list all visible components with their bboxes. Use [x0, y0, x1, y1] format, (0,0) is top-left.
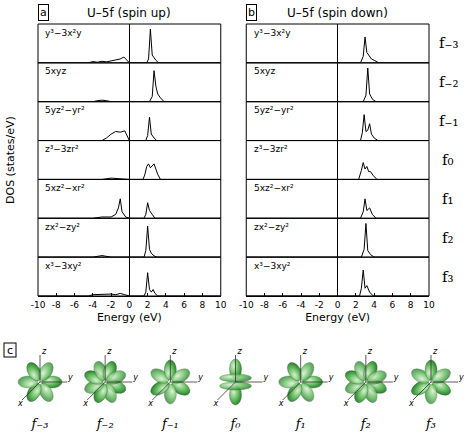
svg-text:f₃: f₃ — [425, 416, 436, 431]
svg-text:-4: -4 — [297, 300, 306, 310]
svg-text:y: y — [67, 373, 73, 382]
svg-text:4: 4 — [371, 300, 377, 310]
svg-text:f₂: f₂ — [442, 229, 454, 247]
svg-text:z: z — [237, 347, 243, 356]
svg-text:-6: -6 — [278, 300, 287, 310]
svg-text:5yz²−yr²: 5yz²−yr² — [45, 105, 85, 115]
svg-text:y: y — [197, 373, 203, 382]
svg-text:f₃: f₃ — [442, 268, 454, 286]
svg-text:y: y — [458, 373, 464, 382]
svg-text:zx²−zy²: zx²−zy² — [254, 222, 289, 232]
svg-text:f₋₃: f₋₃ — [439, 34, 458, 52]
svg-text:Energy (eV): Energy (eV) — [305, 311, 370, 324]
svg-text:U–5f (spin up): U–5f (spin up) — [87, 6, 171, 20]
svg-text:z: z — [432, 347, 438, 356]
svg-text:-10: -10 — [239, 300, 254, 310]
svg-text:-2: -2 — [107, 300, 116, 310]
svg-text:z: z — [41, 347, 47, 356]
svg-text:6: 6 — [181, 300, 187, 310]
svg-text:8: 8 — [200, 300, 206, 310]
svg-text:x³−3xy²: x³−3xy² — [254, 261, 291, 271]
svg-text:-2: -2 — [315, 300, 324, 310]
svg-text:-10: -10 — [31, 300, 46, 310]
svg-text:x: x — [408, 399, 414, 408]
svg-text:f₁: f₁ — [442, 190, 454, 208]
svg-text:z: z — [302, 347, 308, 356]
svg-text:z: z — [367, 347, 373, 356]
svg-text:f₋₁: f₋₁ — [439, 112, 458, 130]
svg-text:x: x — [82, 399, 88, 408]
svg-text:y: y — [393, 373, 399, 382]
svg-text:y³−3x²y: y³−3x²y — [45, 28, 82, 38]
svg-text:f₂: f₂ — [360, 416, 371, 431]
svg-text:10: 10 — [423, 300, 435, 310]
svg-text:x: x — [278, 399, 284, 408]
svg-text:f₋₁: f₋₁ — [161, 416, 179, 431]
svg-text:5xz²−xr²: 5xz²−xr² — [45, 183, 85, 193]
svg-text:a: a — [40, 6, 47, 19]
svg-text:zx²−zy²: zx²−zy² — [45, 222, 80, 232]
svg-text:6: 6 — [390, 300, 396, 310]
svg-text:DOS (states/eV): DOS (states/eV) — [4, 116, 17, 204]
svg-text:8: 8 — [408, 300, 414, 310]
svg-text:5xyz: 5xyz — [254, 66, 275, 76]
svg-text:U–5f (spin down): U–5f (spin down) — [287, 6, 388, 20]
svg-text:x: x — [343, 399, 349, 408]
svg-text:y: y — [263, 373, 269, 382]
svg-text:-8: -8 — [52, 300, 61, 310]
svg-text:y³−3x²y: y³−3x²y — [254, 28, 291, 38]
svg-text:x: x — [213, 399, 219, 408]
svg-text:0: 0 — [335, 300, 341, 310]
svg-text:f₋₂: f₋₂ — [96, 416, 114, 431]
svg-text:z: z — [171, 347, 177, 356]
svg-text:4: 4 — [163, 300, 169, 310]
svg-text:10: 10 — [215, 300, 227, 310]
svg-text:f₀: f₀ — [229, 416, 241, 431]
svg-text:y: y — [328, 373, 334, 382]
svg-text:b: b — [248, 6, 255, 19]
svg-text:2: 2 — [353, 300, 359, 310]
svg-text:0: 0 — [127, 300, 133, 310]
svg-text:2: 2 — [145, 300, 151, 310]
svg-text:c: c — [7, 344, 13, 357]
svg-text:-6: -6 — [70, 300, 79, 310]
svg-text:-8: -8 — [260, 300, 269, 310]
svg-text:5xyz: 5xyz — [45, 66, 66, 76]
svg-text:f₀: f₀ — [442, 151, 454, 169]
svg-text:x³−3xy²: x³−3xy² — [45, 261, 82, 271]
svg-text:z³−3zr²: z³−3zr² — [254, 144, 288, 154]
svg-text:f₋₃: f₋₃ — [31, 416, 49, 431]
svg-text:Energy (eV): Energy (eV) — [97, 311, 162, 324]
svg-text:5xz²−xr²: 5xz²−xr² — [254, 183, 294, 193]
svg-text:x: x — [17, 399, 23, 408]
svg-text:z³−3zr²: z³−3zr² — [45, 144, 79, 154]
svg-text:y: y — [132, 373, 138, 382]
svg-text:-4: -4 — [88, 300, 97, 310]
svg-text:x: x — [147, 399, 153, 408]
svg-text:z: z — [106, 347, 112, 356]
svg-text:5yz²−yr²: 5yz²−yr² — [254, 105, 294, 115]
svg-text:f₋₂: f₋₂ — [439, 73, 458, 91]
svg-text:f₁: f₁ — [295, 416, 306, 431]
